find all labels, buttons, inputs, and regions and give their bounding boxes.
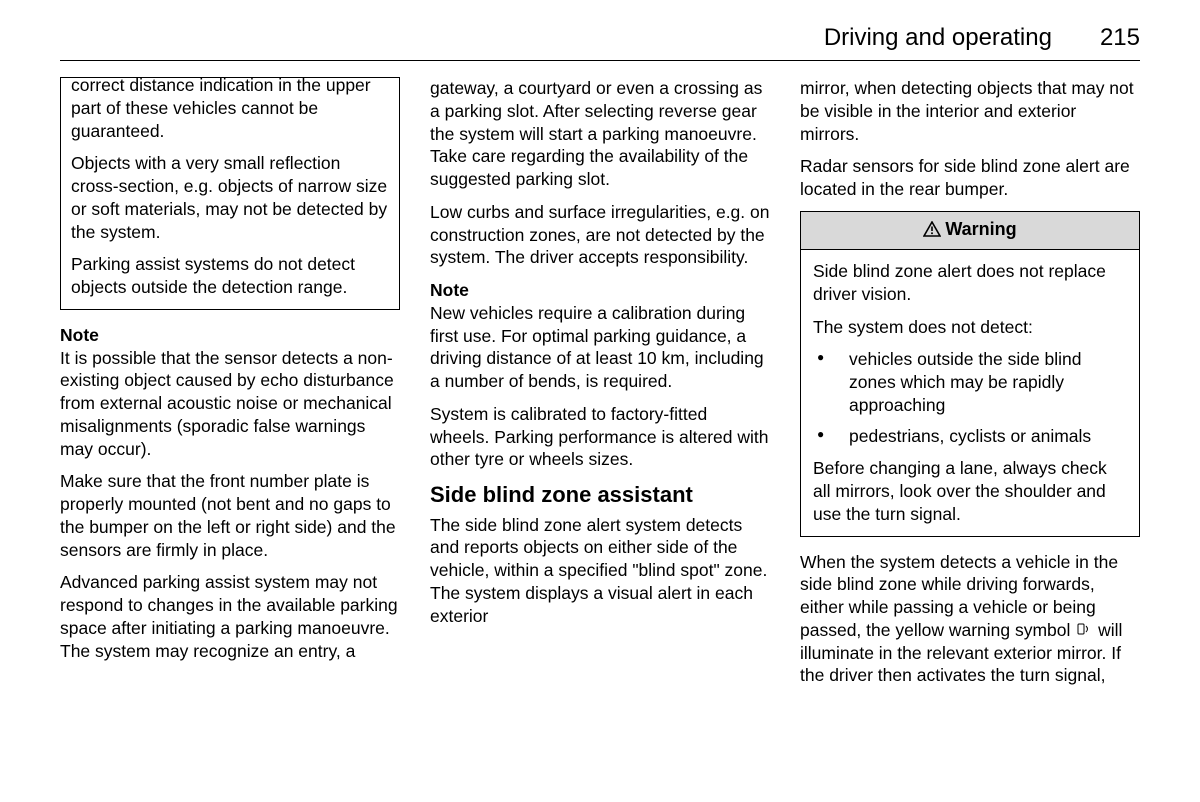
section-heading: Side blind zone assistant xyxy=(430,481,770,510)
column-3: mirror, when detecting objects that may … xyxy=(800,77,1140,777)
section-title: Driving and operating xyxy=(824,24,1052,52)
body-text: gateway, a courtyard or even a crossing … xyxy=(430,77,770,191)
page-columns: correct distance indication in the upper… xyxy=(60,77,1140,777)
body-text: correct distance indication in the upper… xyxy=(71,74,389,142)
warning-box: Warning Side blind zone alert does not r… xyxy=(800,211,1140,537)
body-text: Parking assist systems do not detect obj… xyxy=(71,253,389,299)
body-text: Objects with a very small reflection cro… xyxy=(71,152,389,243)
body-text: System is calibrated to factory-fitted w… xyxy=(430,403,770,471)
blind-zone-symbol-icon xyxy=(1077,623,1091,639)
body-text: Side blind zone alert does not replace d… xyxy=(813,260,1127,306)
boxed-note-continuation: correct distance indication in the upper… xyxy=(60,77,400,310)
body-text: New vehicles require a calibration durin… xyxy=(430,302,770,393)
page-number: 215 xyxy=(1100,24,1140,52)
body-text: It is possible that the sensor detects a… xyxy=(60,347,400,461)
warning-triangle-icon xyxy=(923,220,941,243)
body-text: mirror, when detecting objects that may … xyxy=(800,77,1140,145)
body-text: The side blind zone alert system detects… xyxy=(430,514,770,628)
text-run: When the system detects a vehicle in the… xyxy=(800,552,1118,640)
page-header: Driving and operating 215 xyxy=(60,24,1140,61)
warning-header: Warning xyxy=(801,212,1139,250)
list-item: pedestrians, cyclists or animals xyxy=(813,425,1127,448)
column-2: gateway, a courtyard or even a crossing … xyxy=(430,77,770,777)
body-text: When the system detects a vehicle in the… xyxy=(800,551,1140,688)
body-text: Make sure that the front number plate is… xyxy=(60,470,400,561)
body-text: Advanced parking assist system may not r… xyxy=(60,571,400,662)
warning-bullet-list: vehicles outside the side blind zones wh… xyxy=(813,348,1127,447)
column-1: correct distance indication in the upper… xyxy=(60,77,400,777)
body-text: Low curbs and surface irregularities, e.… xyxy=(430,201,770,269)
note-label: Note xyxy=(60,324,400,347)
warning-title: Warning xyxy=(945,219,1016,239)
body-text: Radar sensors for side blind zone alert … xyxy=(800,155,1140,201)
manual-page: Driving and operating 215 correct distan… xyxy=(0,0,1200,802)
body-text: Before changing a lane, always check all… xyxy=(813,457,1127,525)
body-text: The system does not detect: xyxy=(813,316,1127,339)
note-label: Note xyxy=(430,279,770,302)
warning-body: Side blind zone alert does not replace d… xyxy=(801,250,1139,536)
list-item: vehicles outside the side blind zones wh… xyxy=(813,348,1127,416)
